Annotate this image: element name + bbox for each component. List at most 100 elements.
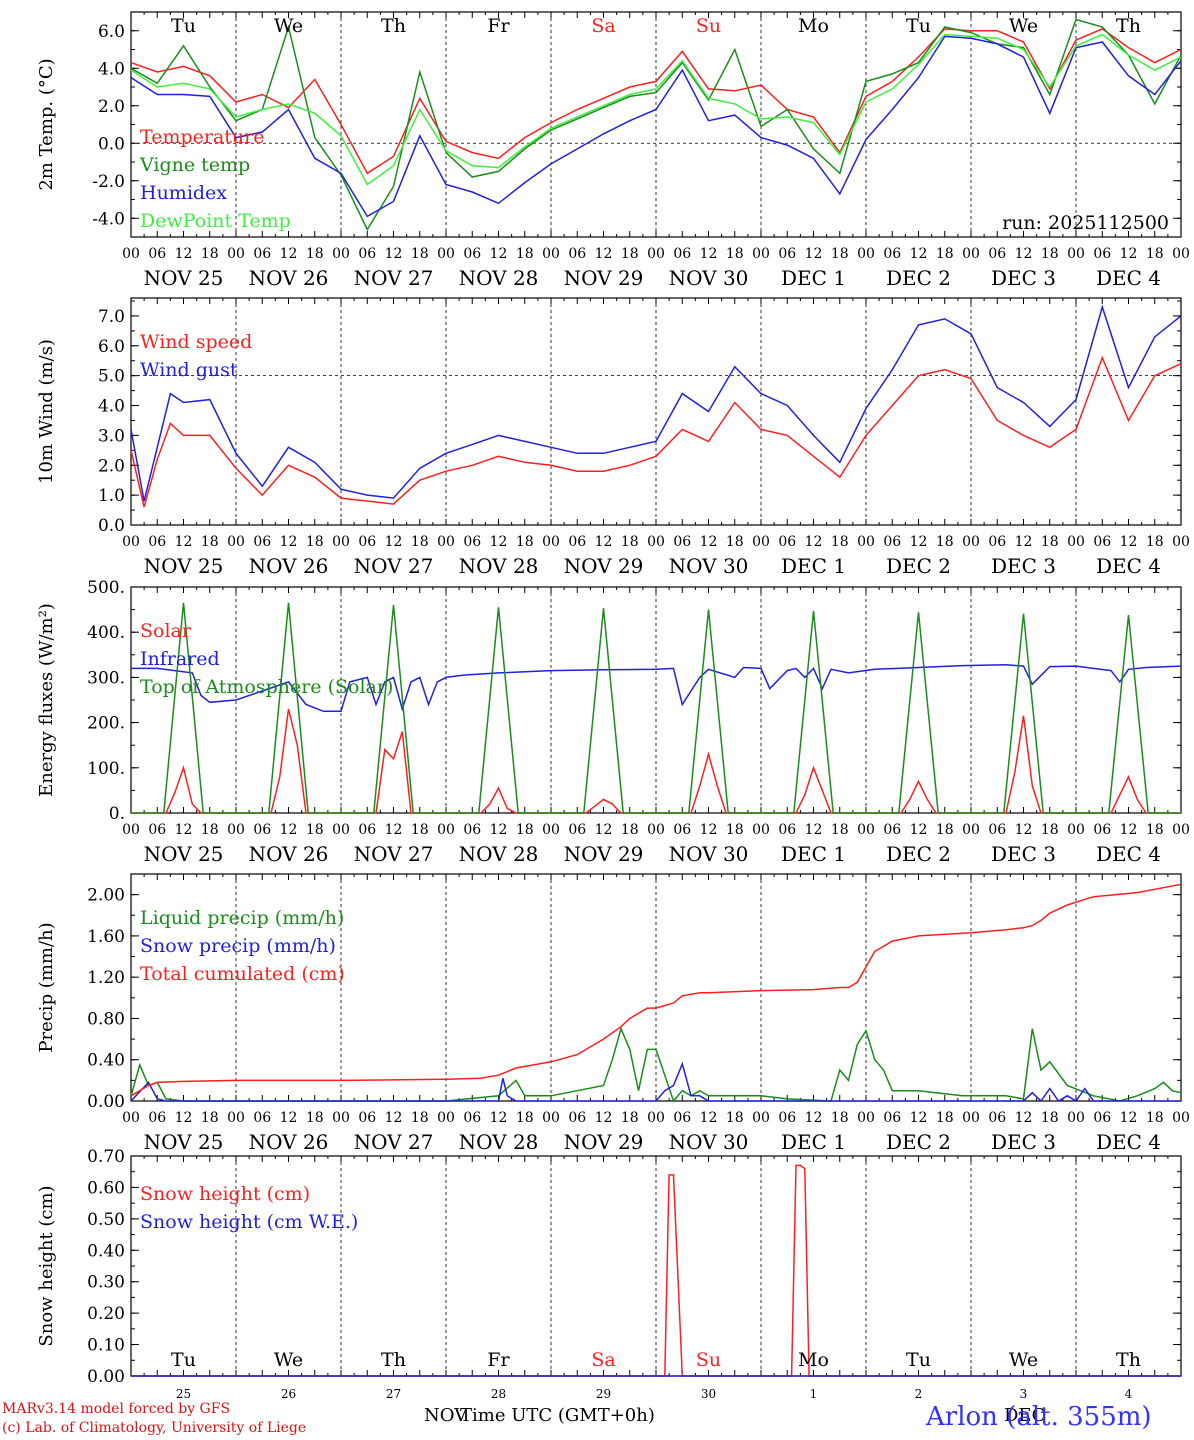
hour-label: 00 xyxy=(227,822,245,838)
day-name: Sa xyxy=(591,15,615,37)
date-label: NOV 26 xyxy=(249,842,329,866)
hour-label: 18 xyxy=(1146,822,1164,838)
date-label: DEC 2 xyxy=(886,266,951,290)
date-label: DEC 2 xyxy=(886,554,951,578)
hour-label: 12 xyxy=(805,534,823,550)
hour-label: 18 xyxy=(936,822,954,838)
y-tick-label: 5.0 xyxy=(98,367,125,387)
y-tick-label: 0.30 xyxy=(87,1273,125,1293)
y-tick-label: 7.0 xyxy=(98,307,125,327)
hour-label: 00 xyxy=(1172,534,1190,550)
legend-entry: Snow precip (mm/h) xyxy=(140,935,336,957)
hour-label: 06 xyxy=(148,822,166,838)
hour-label: 00 xyxy=(752,246,770,262)
hour-label: 18 xyxy=(1146,246,1164,262)
date-label: NOV 30 xyxy=(669,554,749,578)
y-tick-label: 500. xyxy=(87,578,125,598)
hour-label: 06 xyxy=(778,822,796,838)
date-label: NOV 26 xyxy=(249,266,329,290)
hour-label: 00 xyxy=(1067,246,1085,262)
hour-label: 18 xyxy=(621,534,639,550)
hour-label: 12 xyxy=(910,1110,928,1126)
hour-label: 00 xyxy=(857,822,875,838)
hour-label: 18 xyxy=(1146,1110,1164,1126)
day-name: Mo xyxy=(798,1349,829,1371)
hour-label: 06 xyxy=(1093,1110,1111,1126)
legend-entry: Wind speed xyxy=(140,331,252,353)
date-label: NOV 30 xyxy=(669,266,749,290)
date-label: DEC 2 xyxy=(886,1130,951,1154)
hour-label: 06 xyxy=(253,1110,271,1126)
hour-label: 12 xyxy=(280,822,298,838)
run-label: run: 2025112500 xyxy=(1002,212,1169,234)
hour-label: 18 xyxy=(411,534,429,550)
hour-label: 18 xyxy=(306,1110,324,1126)
hour-label: 18 xyxy=(936,534,954,550)
hour-label: 06 xyxy=(883,1110,901,1126)
date-label: NOV 29 xyxy=(564,554,644,578)
panel-precip xyxy=(130,873,1182,1103)
day-name: Su xyxy=(696,15,721,37)
hour-label: 18 xyxy=(1146,534,1164,550)
panel-temp xyxy=(130,11,1182,238)
y-tick-label: 0.20 xyxy=(87,1304,125,1324)
series-line-snow-precip-mm-h- xyxy=(130,1061,1181,1103)
date-label: NOV 28 xyxy=(459,554,539,578)
date-label: NOV 25 xyxy=(144,842,224,866)
date-label: DEC 3 xyxy=(991,842,1056,866)
hour-label: 18 xyxy=(516,534,534,550)
panel-wind xyxy=(130,297,1182,526)
hour-label: 06 xyxy=(568,822,586,838)
hour-label: 00 xyxy=(332,246,350,262)
hour-label: 12 xyxy=(805,1110,823,1126)
footer-credits: MARv3.14 model forced by GFS (c) Lab. of… xyxy=(2,1400,306,1438)
hour-label: 06 xyxy=(253,246,271,262)
y-tick-label: 1.20 xyxy=(87,968,125,988)
legend-entry: Solar xyxy=(140,620,192,642)
y-tick-label: 1.60 xyxy=(87,927,125,947)
y-tick-label: 1.0 xyxy=(98,486,125,506)
y-tick-label: 400. xyxy=(87,623,125,643)
hour-label: 12 xyxy=(700,534,718,550)
date-label: NOV 27 xyxy=(354,554,434,578)
hour-label: 18 xyxy=(1041,822,1059,838)
hour-label: 18 xyxy=(201,534,219,550)
hour-label: 12 xyxy=(1015,822,1033,838)
hour-label: 18 xyxy=(516,822,534,838)
hour-label: 00 xyxy=(1067,534,1085,550)
hour-label: 12 xyxy=(1120,246,1138,262)
hour-label: 00 xyxy=(437,822,455,838)
hour-label: 00 xyxy=(332,822,350,838)
hour-label: 18 xyxy=(726,1110,744,1126)
hour-label: 18 xyxy=(1041,246,1059,262)
hour-label: 06 xyxy=(778,1110,796,1126)
day-number: 3 xyxy=(1020,1387,1028,1401)
legend-entry: Liquid precip (mm/h) xyxy=(140,907,344,929)
x-axis-title: Time UTC (GMT+0h) xyxy=(460,1405,655,1426)
hour-label: 00 xyxy=(227,1110,245,1126)
hour-label: 00 xyxy=(542,822,560,838)
hour-label: 06 xyxy=(988,1110,1006,1126)
day-name: We xyxy=(274,1349,303,1371)
day-name: Su xyxy=(696,1349,721,1371)
hour-label: 12 xyxy=(805,822,823,838)
day-number: 2 xyxy=(915,1387,923,1401)
hour-label: 00 xyxy=(647,534,665,550)
hour-label: 12 xyxy=(490,822,508,838)
hour-label: 12 xyxy=(175,246,193,262)
hour-label: 12 xyxy=(700,822,718,838)
panel-flux xyxy=(130,586,1182,814)
hour-label: 12 xyxy=(175,1110,193,1126)
y-tick-label: 0.50 xyxy=(87,1210,125,1230)
date-label: DEC 1 xyxy=(781,842,846,866)
hour-label: 06 xyxy=(1093,822,1111,838)
hour-label: 06 xyxy=(1093,246,1111,262)
y-tick-label: 200. xyxy=(87,714,125,734)
y-tick-label: -2.0 xyxy=(92,172,125,192)
date-label: NOV 29 xyxy=(564,842,644,866)
legend-entry: Temperature xyxy=(140,126,264,148)
hour-label: 00 xyxy=(542,534,560,550)
hour-label: 18 xyxy=(726,246,744,262)
day-name: Tu xyxy=(171,1349,196,1371)
